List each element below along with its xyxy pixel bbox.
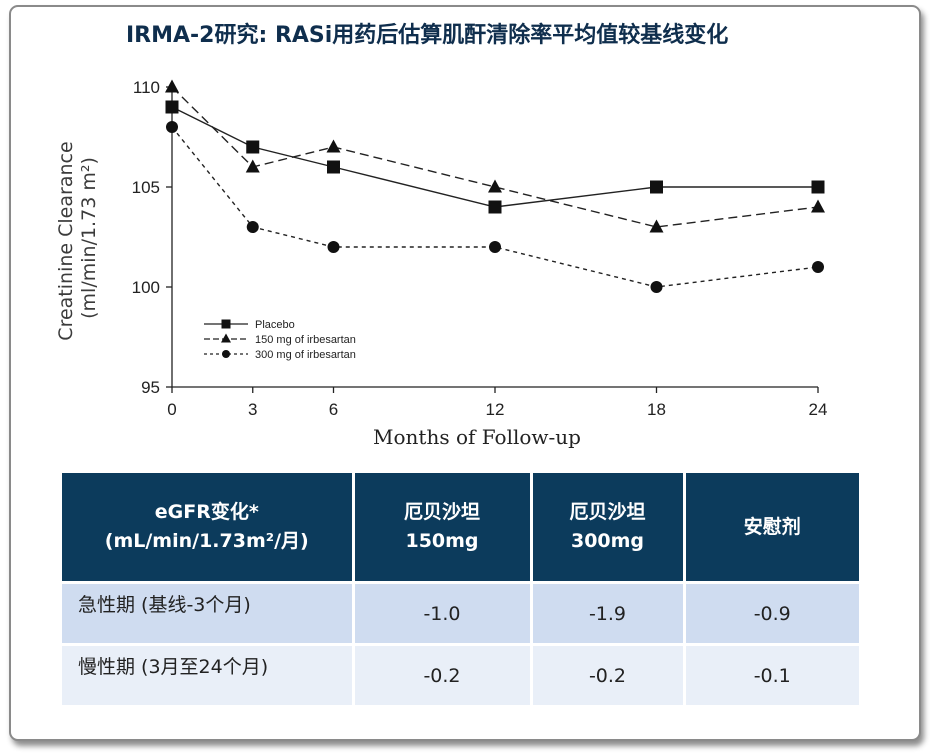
square-marker — [650, 180, 663, 194]
square-marker — [327, 160, 340, 174]
series-line — [171, 126, 819, 288]
circle-marker — [222, 350, 230, 358]
row-label: 慢性期 (3月至24个月) — [62, 643, 355, 705]
x-tick-label: 0 — [167, 400, 176, 419]
square-marker — [811, 180, 825, 194]
x-tick-label: 18 — [647, 400, 666, 419]
x-tick-label: 6 — [329, 400, 338, 419]
x-tick-label: 3 — [248, 400, 257, 419]
table-cell: -0.9 — [684, 581, 859, 645]
table-row: 慢性期 (3月至24个月) -0.2 -0.2 -0.1 — [62, 643, 859, 705]
series-line — [171, 86, 819, 228]
legend-item: Placebo — [204, 319, 295, 331]
page-title: IRMA-2研究: RASi用药后估算肌酐清除率平均值较基线变化 — [126, 23, 729, 48]
x-tick-label: 12 — [486, 400, 505, 419]
x-tick-label: 24 — [809, 400, 828, 419]
square-marker — [221, 319, 231, 329]
triangle-marker — [221, 333, 231, 343]
table-row: 急性期 (基线-3个月) -1.0 -1.9 -0.9 — [62, 581, 859, 645]
y-axis-title-line1: Creatinine Clearance — [55, 141, 77, 340]
table-cell: -1.9 — [531, 581, 686, 645]
triangle-marker — [245, 159, 260, 173]
triangle-marker — [326, 139, 341, 153]
header-irbesartan-300: 厄贝沙坦 300mg — [531, 473, 686, 583]
circle-marker — [327, 241, 340, 253]
y-axis-title-line2: (ml/min/1.73 m²) — [78, 157, 100, 319]
square-marker — [165, 100, 179, 114]
triangle-marker — [649, 219, 664, 233]
circle-marker — [812, 261, 824, 273]
table-cell: -0.2 — [353, 643, 533, 705]
y-axis-title: Creatinine Clearance (ml/min/1.73 m²) — [55, 135, 100, 340]
y-tick-label: 95 — [141, 378, 160, 397]
legend-item: 300 mg of irbesartan — [204, 349, 356, 361]
circle-marker — [166, 121, 178, 133]
legend-item: 150 mg of irbesartan — [204, 333, 356, 346]
line-chart: 95 100 105 110 0 3 6 12 18 24 Creatinine Clearan… — [55, 78, 828, 449]
legend: Placebo 150 mg of irbesartan 300 mg of irb… — [204, 319, 356, 361]
table-cell: -0.2 — [531, 643, 686, 705]
table-cell: -1.0 — [353, 581, 533, 645]
table-cell: -0.1 — [684, 643, 859, 705]
header-irbesartan-150: 厄贝沙坦 150mg — [353, 473, 533, 583]
row-label: 急性期 (基线-3个月) — [62, 581, 355, 645]
series-square — [165, 100, 825, 214]
header-placebo: 安慰剂 — [684, 473, 859, 583]
table-header-row: eGFR变化* (mL/min/1.73m²/月) 厄贝沙坦 150mg 厄贝沙坦 3… — [62, 473, 859, 583]
x-axis-title: Months of Follow-up — [373, 425, 581, 449]
egfr-table: eGFR变化* (mL/min/1.73m²/月) 厄贝沙坦 150mg 厄贝沙坦 3… — [62, 473, 859, 705]
circle-marker — [650, 281, 663, 293]
y-tick-label: 105 — [132, 178, 160, 197]
triangle-marker — [165, 79, 179, 93]
series-triangle — [165, 79, 825, 233]
square-marker — [246, 140, 260, 154]
series-line — [171, 106, 818, 208]
legend-label: 300 mg of irbesartan — [255, 349, 356, 361]
circle-marker — [246, 221, 259, 233]
triangle-marker — [488, 179, 502, 193]
square-marker — [488, 200, 502, 214]
header-egfr-change: eGFR变化* (mL/min/1.73m²/月) — [62, 473, 355, 583]
legend-label: Placebo — [255, 319, 295, 331]
circle-marker — [489, 241, 501, 253]
legend-label: 150 mg of irbesartan — [255, 334, 356, 346]
series-circle — [166, 121, 824, 293]
triangle-marker — [811, 199, 825, 213]
y-tick-label: 100 — [132, 278, 160, 297]
y-tick-label: 110 — [133, 78, 160, 97]
